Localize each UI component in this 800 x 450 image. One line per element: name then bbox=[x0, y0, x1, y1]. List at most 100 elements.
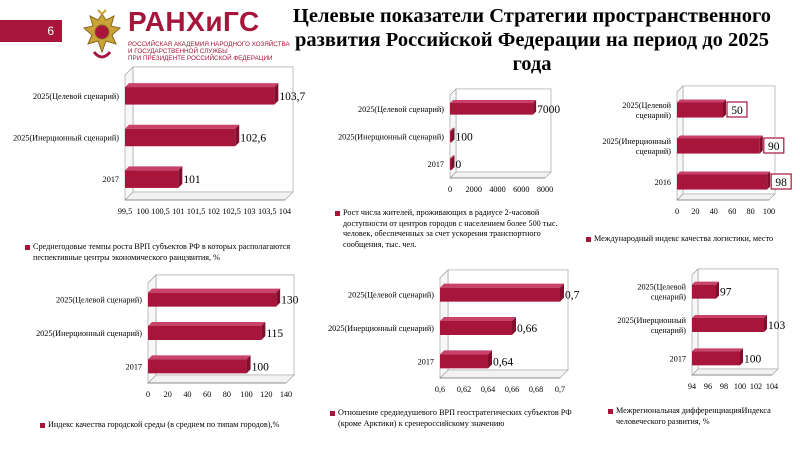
category-label: 2017 bbox=[126, 362, 142, 371]
bar-end bbox=[235, 124, 240, 147]
tick-label: 0,62 bbox=[457, 385, 471, 394]
bar-end bbox=[764, 315, 767, 332]
bar bbox=[677, 174, 768, 190]
tick-label: 104 bbox=[766, 382, 778, 391]
bar-top bbox=[125, 83, 279, 88]
tick-label: 0,66 bbox=[505, 385, 519, 394]
bar-end bbox=[451, 127, 455, 143]
bar-top bbox=[450, 155, 455, 159]
value-label: 98 bbox=[775, 177, 787, 189]
bar-top bbox=[125, 166, 183, 171]
bar bbox=[692, 351, 740, 366]
category-label: 2025(Инерционный сценарий) bbox=[13, 134, 119, 143]
category-label: 2025(Целевой сценарий) bbox=[358, 105, 444, 114]
category-label: 2025(Целевой сценарий) bbox=[622, 101, 671, 120]
bar-end bbox=[451, 155, 455, 170]
tick-label: 103,5 bbox=[258, 207, 276, 216]
bar-end bbox=[178, 166, 183, 188]
value-label: 100 bbox=[744, 353, 762, 365]
tick-label: 102 bbox=[208, 207, 220, 216]
tick-label: 0,7 bbox=[555, 385, 565, 394]
category-label: 2025(Инерционный сценарий) bbox=[328, 324, 434, 333]
tick-label: 20 bbox=[691, 207, 699, 216]
bar-top bbox=[692, 348, 743, 352]
legend-urban-environment: Индекс качества городской среды (в средн… bbox=[40, 420, 340, 431]
value-label: 115 bbox=[266, 328, 283, 340]
logo-name: РАНХиГС bbox=[128, 6, 260, 37]
tick-label: 101 bbox=[172, 207, 184, 216]
tick-label: 0,68 bbox=[529, 385, 543, 394]
tick-label: 100,5 bbox=[151, 207, 169, 216]
bar-end bbox=[533, 100, 537, 115]
bar-end bbox=[759, 135, 763, 154]
value-label: 103 bbox=[768, 320, 786, 332]
tick-label: 0,64 bbox=[481, 385, 495, 394]
value-label: 0,66 bbox=[517, 323, 537, 335]
value-label-box bbox=[763, 137, 785, 154]
bar-top bbox=[677, 171, 771, 175]
tick-label: 102,5 bbox=[222, 207, 240, 216]
value-label: 100 bbox=[252, 361, 269, 373]
bar bbox=[125, 128, 236, 147]
category-label: 2017 bbox=[418, 357, 434, 366]
tick-label: 140 bbox=[280, 390, 292, 399]
tick-label: 100 bbox=[763, 207, 775, 216]
category-label: 2025(Инерционный сценарий) bbox=[338, 133, 444, 142]
bar-end bbox=[716, 281, 719, 299]
bar bbox=[148, 292, 277, 307]
bar-top bbox=[450, 127, 455, 131]
bar-end bbox=[767, 171, 771, 190]
legend-grp-growth: Среднегодовые темпы роста ВРП субъектов … bbox=[25, 242, 335, 263]
bar bbox=[677, 102, 723, 118]
tick-label: 98 bbox=[720, 382, 728, 391]
category-label: 2025(Целевой сценарий) bbox=[56, 296, 142, 305]
bar-end bbox=[512, 317, 516, 335]
bar-top bbox=[440, 350, 492, 355]
legend-logistics-index: Международный индекс качества логистики,… bbox=[586, 234, 796, 245]
tick-label: 96 bbox=[704, 382, 712, 391]
page-title: Целевые показатели Стратегии пространств… bbox=[292, 5, 772, 75]
bar-top bbox=[677, 135, 763, 139]
bar bbox=[692, 318, 764, 332]
bar-top bbox=[450, 100, 537, 104]
category-label: 2025(Инерционный сценарий) bbox=[36, 329, 142, 338]
tick-label: 100 bbox=[734, 382, 746, 391]
legend-hdi-differentiation: Межрегиональная дифференциацияИндекса че… bbox=[608, 406, 798, 427]
value-label: 130 bbox=[281, 295, 299, 307]
tick-label: 0,6 bbox=[435, 385, 445, 394]
value-label: 0,64 bbox=[493, 356, 513, 368]
bar bbox=[440, 287, 560, 302]
category-label: 2025(Инерционный сценарий) bbox=[617, 316, 686, 335]
bar-end bbox=[488, 350, 492, 369]
category-label: 2025(Целевой сценарий) bbox=[33, 92, 119, 101]
tick-label: 2000 bbox=[466, 185, 482, 194]
tick-label: 0 bbox=[675, 207, 679, 216]
legend-population-reach: Рост числа жителей, проживающих в радиус… bbox=[335, 208, 595, 251]
value-label: 100 bbox=[456, 132, 474, 144]
logo: РАНХиГС РОССИЙСКАЯ АКАДЕМИЯ НАРОДНОГО ХО… bbox=[80, 6, 290, 68]
tick-label: 104 bbox=[279, 207, 291, 216]
bar bbox=[440, 354, 488, 369]
category-label: 2025(Целевой сценарий) bbox=[348, 291, 434, 300]
slide-number: 6 bbox=[0, 20, 62, 42]
tick-label: 0 bbox=[146, 390, 150, 399]
tick-label: 60 bbox=[728, 207, 736, 216]
bar-end bbox=[261, 322, 266, 340]
eagle-emblem-icon bbox=[82, 9, 122, 59]
bar-top bbox=[440, 283, 564, 288]
bar bbox=[148, 326, 262, 340]
bar-end bbox=[740, 348, 743, 366]
bar-top bbox=[148, 355, 251, 360]
tick-label: 80 bbox=[223, 390, 231, 399]
bar-top bbox=[692, 315, 767, 318]
bar-top bbox=[148, 322, 266, 326]
tick-label: 4000 bbox=[489, 185, 505, 194]
